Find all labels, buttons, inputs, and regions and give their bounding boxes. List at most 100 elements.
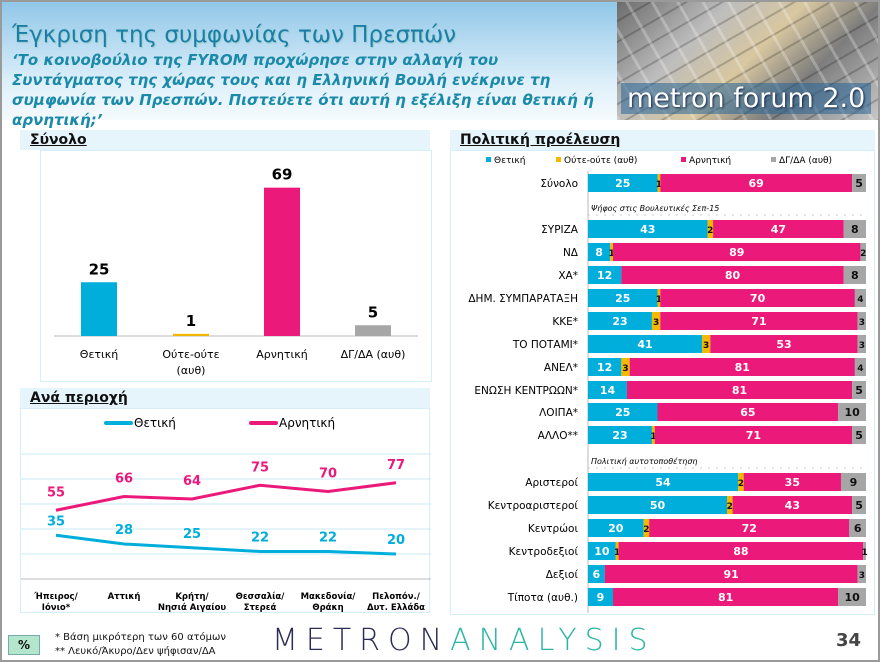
- row-label: ΚΚΕ*: [552, 316, 578, 328]
- bar-1: [173, 333, 209, 336]
- bar-segment: [615, 542, 619, 560]
- segment-label: 10: [844, 591, 860, 604]
- bar-segment: [626, 381, 853, 399]
- section-title-total: Σύνολο: [20, 130, 430, 150]
- bar-segment: [660, 312, 858, 330]
- row-label: Τίποτα (αυθ.): [507, 592, 578, 604]
- bar-segment: [710, 335, 858, 353]
- segment-label: 5: [855, 384, 863, 397]
- bar-segment: [852, 496, 866, 514]
- bar-segment: [588, 403, 658, 421]
- row-label: ΣΥΡΙΖΑ: [541, 224, 579, 236]
- bar-segment: [588, 174, 658, 192]
- footnote-2: ** Λευκό/Άκυρο/Δεν ψήφισαν/ΔΑ: [55, 646, 216, 657]
- page-title: Έγκριση της συμφωνίας των Πρεσπών: [12, 22, 457, 48]
- segment-label: 1: [650, 432, 656, 442]
- series-line: [55, 533, 397, 556]
- segment-label: 5: [855, 177, 863, 190]
- bar-segment: [701, 335, 711, 353]
- data-label: 69: [272, 166, 293, 184]
- bar-0: [81, 282, 117, 336]
- segment-label: 3: [859, 571, 865, 581]
- category-label: Στερεά: [244, 603, 277, 613]
- row-label: ΤΟ ΠΟΤΑΜΙ*: [512, 339, 578, 351]
- segment-label: 9: [597, 591, 605, 604]
- segment-label: 6: [593, 568, 601, 581]
- bar-segment: [732, 496, 853, 514]
- bar-segment: [838, 588, 866, 606]
- segment-label: 1: [608, 249, 614, 259]
- row-label: Αριστεροί: [525, 477, 578, 489]
- category-label: Θράκη: [312, 603, 343, 613]
- legend-swatch: [486, 157, 491, 162]
- data-label: 66: [115, 472, 133, 487]
- row-label: Κεντροαριστεροί: [488, 500, 579, 512]
- segment-label: 14: [600, 384, 616, 397]
- bar-segment: [618, 542, 864, 560]
- data-label: 1: [186, 312, 196, 330]
- category-label: Θετική: [80, 348, 118, 361]
- bar-segment: [657, 403, 839, 421]
- metron-analysis-logo: METRONANALYSIS: [272, 623, 656, 658]
- segment-label: 25: [615, 292, 630, 305]
- data-label: 77: [387, 458, 405, 473]
- bar-segment: [854, 358, 866, 376]
- banner-image: metron forum 2.0: [617, 0, 880, 120]
- segment-label: 35: [785, 476, 800, 489]
- segment-label: 1: [656, 295, 662, 305]
- segment-label: 25: [615, 406, 630, 419]
- total-chart-box: 25 Θετική 1 Ούτε-ούτε (αυθ) 69 Αρνητική 5 ΔΓ/ΔΑ …: [40, 150, 432, 382]
- political-chart-box: Θετική Ούτε-ούτε (αυθ) Αρνητική ΔΓ/ΔΑ (αυθ)…: [450, 150, 875, 615]
- category-label: Κρήτη/: [175, 592, 209, 602]
- category-label: Θεσσαλία/: [236, 591, 286, 602]
- segment-label: 25: [615, 177, 630, 190]
- segment-label: 89: [729, 246, 744, 259]
- segment-label: 12: [597, 361, 612, 374]
- bar-segment: [854, 289, 866, 307]
- segment-label: 12: [597, 269, 612, 282]
- row-label: Σύνολο: [540, 178, 578, 190]
- category-label: Δυτ. Ελλάδα: [367, 603, 425, 613]
- bar-3: [355, 325, 391, 336]
- segment-label: 3: [622, 364, 628, 374]
- segment-label: 5: [855, 499, 863, 512]
- segment-label: 53: [776, 338, 791, 351]
- bar-segment: [613, 588, 839, 606]
- category-label: Αττική: [108, 592, 141, 602]
- bar-segment: [857, 565, 866, 583]
- segment-label: 8: [595, 246, 603, 259]
- segment-label: 65: [740, 406, 755, 419]
- legend-label: Αρνητική: [689, 156, 731, 166]
- group-subtitle: Πολιτική αυτοτοποθέτηση: [591, 456, 697, 466]
- legend-label: Θετική: [494, 156, 525, 166]
- segment-label: 50: [650, 499, 666, 512]
- bar-segment: [852, 381, 866, 399]
- category-label: Ιόνιο*: [42, 602, 71, 613]
- bar-segment: [588, 496, 727, 514]
- bar-segment: [588, 243, 611, 261]
- bar-segment: [588, 266, 622, 284]
- data-label: 35: [47, 514, 65, 529]
- bar-segment: [843, 220, 866, 238]
- bar-segment: [651, 312, 661, 330]
- segment-label: 81: [718, 591, 733, 604]
- bar-segment: [840, 473, 866, 491]
- section-title-region: Ανά περιοχή: [20, 388, 430, 408]
- data-label: 70: [319, 467, 337, 482]
- row-label: Κεντρώοι: [528, 523, 579, 535]
- bar-segment: [713, 220, 844, 238]
- segment-label: 69: [749, 177, 764, 190]
- legend-label: ΔΓ/ΔΑ (αυθ): [779, 156, 832, 166]
- bar-segment: [588, 542, 616, 560]
- row-label: ΑΛΛΟ**: [538, 430, 578, 442]
- page-number: 34: [836, 630, 862, 651]
- bar-segment: [613, 243, 861, 261]
- bar-segment: [660, 289, 855, 307]
- bar-segment: [629, 358, 855, 376]
- legend-label: Αρνητική: [279, 416, 335, 430]
- segment-label: 4: [857, 295, 863, 305]
- banner-text: metron forum 2.0: [621, 83, 872, 114]
- segment-label: 88: [733, 545, 748, 558]
- category-label: (αυθ): [177, 364, 206, 377]
- segment-label: 2: [727, 502, 733, 512]
